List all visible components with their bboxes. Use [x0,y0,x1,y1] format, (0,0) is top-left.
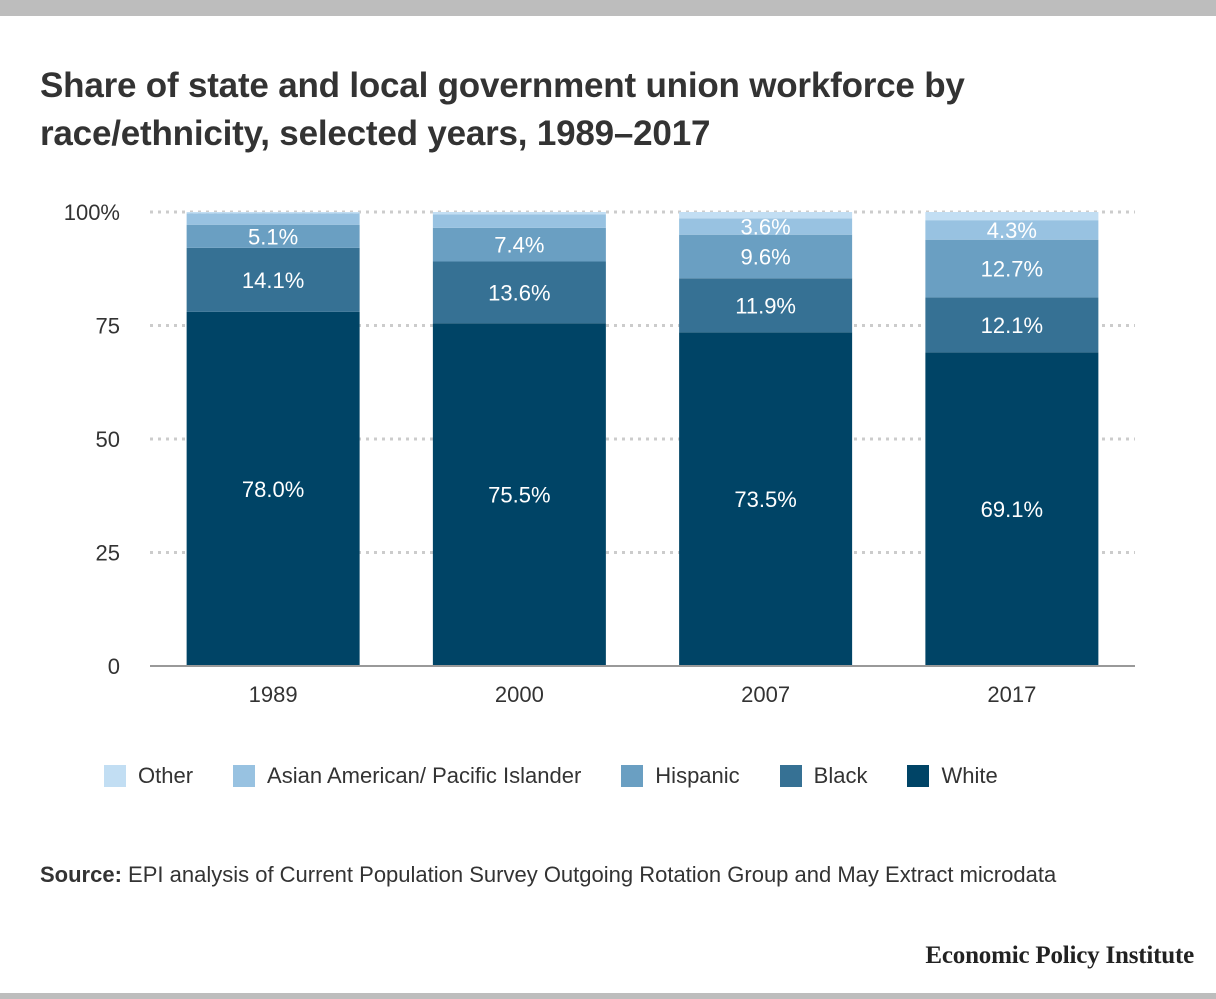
legend-label-other: Other [138,763,194,788]
legend-swatch-asian-american-pacific-islander [233,765,256,787]
bar-asian-american-pacific-islander-1989 [186,213,360,225]
data-label-asian-american-pacific-islander-2007: 3.6% [741,215,791,240]
legend-item-asian-american-pacific-islander: Asian American/ Pacific Islander [233,763,581,789]
bar-white-2017 [925,352,1099,666]
data-label-hispanic-1989: 5.1% [248,224,298,249]
legend-label-white: White [941,763,998,788]
data-label-white-2017: 69.1% [981,497,1043,522]
legend-swatch-black [779,765,802,787]
data-label-hispanic-2000: 7.4% [494,233,544,258]
bar-hispanic-2000 [432,227,606,262]
data-label-hispanic-2007: 9.6% [741,244,791,269]
x-tick-label-1989: 1989 [249,682,298,707]
chart-title: Share of state and local government unio… [40,66,965,153]
top-border-bar [0,0,1216,16]
data-label-black-2017: 12.1% [981,313,1043,338]
legend-swatch-other [104,765,126,787]
legend-swatch-hispanic [621,765,644,787]
chart-legend: Other Asian American/ Pacific Islander H… [104,760,1038,792]
y-tick-label-25: 25 [96,541,120,566]
bar-white-2007 [679,332,853,666]
y-tick-label-75: 75 [96,314,120,339]
data-label-white-2000: 75.5% [488,483,550,508]
y-tick-label-0: 0 [108,654,120,679]
source-text: EPI analysis of Current Population Surve… [128,862,1057,887]
data-label-black-2007: 11.9% [735,293,796,318]
legend-item-white: White [907,763,998,789]
data-label-black-2000: 13.6% [488,280,550,305]
bar-black-2000 [432,261,606,324]
bar-hispanic-2017 [925,239,1099,298]
y-tick-label-100: 100% [64,200,120,225]
bar-black-2007 [679,278,853,333]
data-label-white-1989: 78.0% [242,477,304,502]
data-label-black-1989: 14.1% [242,268,304,293]
legend-label-hispanic: Hispanic [655,763,740,788]
source-note: Source: EPI analysis of Current Populati… [40,858,1140,891]
legend-swatch-white [907,765,930,787]
legend-item-black: Black [779,763,868,789]
bar-asian-american-pacific-islander-2007 [679,218,853,235]
legend-label-asian-american-pacific-islander: Asian American/ Pacific Islander [267,763,582,788]
source-label: Source: [40,862,122,887]
x-tick-label-2007: 2007 [741,682,790,707]
x-tick-label-2017: 2017 [987,682,1036,707]
bar-other-2017 [925,212,1099,221]
brand-wordmark: Economic Policy Institute [925,942,1194,969]
data-label-white-2007: 73.5% [734,487,796,512]
bar-hispanic-1989 [186,224,360,248]
bar-asian-american-pacific-islander-2000 [432,214,606,228]
legend-label-black: Black [813,763,868,788]
legend-item-hispanic: Hispanic [621,763,740,789]
bar-white-2000 [432,323,606,666]
bar-black-2017 [925,297,1099,353]
bar-other-1989 [186,212,360,214]
bar-other-2007 [679,212,853,219]
x-tick-label-2000: 2000 [495,682,544,707]
bar-asian-american-pacific-islander-2017 [925,220,1099,240]
y-tick-label-50: 50 [96,427,120,452]
data-label-hispanic-2017: 12.7% [981,257,1043,282]
bottom-border-bar [0,993,1216,999]
bar-other-2000 [432,212,606,215]
data-label-asian-american-pacific-islander-2017: 4.3% [987,218,1037,243]
bar-white-1989 [186,311,360,666]
legend-item-other: Other [104,763,193,789]
bar-black-1989 [186,247,360,312]
bar-hispanic-2007 [679,234,853,279]
